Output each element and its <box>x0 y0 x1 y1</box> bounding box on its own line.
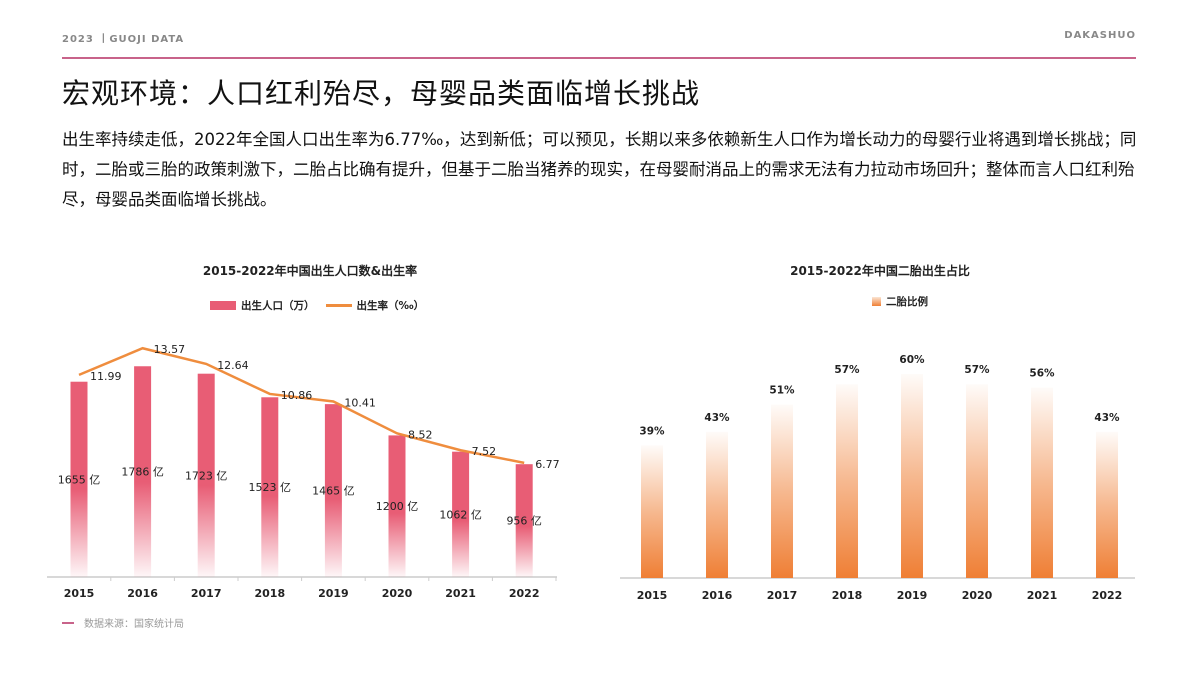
legend-label-births: 出生人口（万） <box>241 300 315 312</box>
bar-second-child <box>836 384 858 578</box>
bar-label: 1523 亿 <box>249 481 292 494</box>
x-tick-label: 2017 <box>767 589 798 602</box>
x-tick-label: 2021 <box>1027 589 1058 602</box>
source-note: 数据来源：国家统计局 <box>62 615 184 630</box>
bar-births <box>197 373 215 577</box>
bar-label: 56% <box>1029 368 1055 380</box>
x-tick-label: 2020 <box>382 587 413 600</box>
header-right: DAKASHUO <box>1064 30 1136 41</box>
x-tick-label: 2015 <box>64 587 95 600</box>
bar-births <box>261 397 279 577</box>
header-divider <box>62 57 1136 59</box>
bar-births <box>452 451 470 577</box>
bar-label: 1465 亿 <box>312 485 355 498</box>
bar-label: 57% <box>964 364 990 376</box>
chart-title-births: 2015-2022年中国出生人口数&出生率 <box>202 264 418 278</box>
source-marker <box>62 621 74 624</box>
legend-second-child: 二胎比例 <box>872 294 928 309</box>
bar-second-child <box>641 445 663 578</box>
x-tick-label: 2015 <box>637 589 668 602</box>
x-tick-label: 2021 <box>445 587 476 600</box>
x-tick-label: 2022 <box>1092 589 1123 602</box>
rate-label: 13.57 <box>154 343 186 356</box>
rate-label: 10.86 <box>281 389 313 402</box>
source-text: 数据来源：国家统计局 <box>84 619 184 630</box>
x-tick-label: 2019 <box>318 587 349 600</box>
rate-line <box>78 346 525 465</box>
bar-second-child <box>901 374 923 578</box>
x-tick-label: 2019 <box>897 589 928 602</box>
bar-label: 43% <box>1094 412 1120 424</box>
bar-second-child <box>966 384 988 578</box>
second-child-chart: 39% 2015 43% 2016 51% 2017 57% 2018 60% 2019 57% 20… <box>620 354 1135 602</box>
chart-title-second-child: 2015-2022年中国二胎出生占比 <box>790 264 970 278</box>
legend-swatch-line <box>325 304 352 307</box>
births-chart: 1655 亿 2015 1786 亿 2016 1723 亿 2017 1523 亿 2018… <box>47 343 560 600</box>
legend-swatch-orange <box>872 297 881 306</box>
x-tick-label: 2020 <box>962 589 993 602</box>
bar-label: 43% <box>704 412 730 424</box>
bar-label: 956 亿 <box>506 515 542 528</box>
bar-second-child <box>1031 387 1053 578</box>
x-tick-label: 2017 <box>191 587 222 600</box>
body-text: 出生率持续走低，2022年全国人口出生率为6.77‰，达到新低；可以预见，长期以… <box>62 130 1137 209</box>
rate-label: 6.77 <box>535 458 560 471</box>
rate-label: 10.41 <box>344 397 376 410</box>
legend-label-second-child: 二胎比例 <box>886 296 928 308</box>
header-left: 2023 丨GUOJI DATA <box>62 34 185 45</box>
bar-births <box>388 435 406 577</box>
bar-label: 60% <box>899 354 925 366</box>
legend-swatch-bar <box>210 301 236 310</box>
rate-label: 11.99 <box>90 370 122 383</box>
x-tick-label: 2022 <box>509 587 540 600</box>
bar-label: 1062 亿 <box>439 508 482 521</box>
bar-label: 1655 亿 <box>58 473 101 486</box>
bar-births <box>324 404 342 577</box>
rate-label: 7.52 <box>472 445 497 458</box>
bar-label: 1723 亿 <box>185 469 228 482</box>
bar-label: 57% <box>834 364 860 376</box>
bar-label: 1786 亿 <box>121 466 164 479</box>
rate-label: 12.64 <box>217 359 249 372</box>
x-tick-label: 2016 <box>127 587 158 600</box>
x-tick-label: 2016 <box>702 589 733 602</box>
x-tick-label: 2018 <box>832 589 863 602</box>
bar-label: 51% <box>769 385 795 397</box>
bar-label: 39% <box>639 425 665 437</box>
bar-second-child <box>1096 431 1118 578</box>
legend-label-rate: 出生率（‰） <box>356 300 425 312</box>
bar-births <box>515 464 533 577</box>
x-tick-label: 2018 <box>254 587 285 600</box>
bar-births <box>134 366 152 577</box>
bar-births <box>70 381 88 577</box>
bar-second-child <box>706 431 728 578</box>
page-title: 宏观环境：人口红利殆尽，母婴品类面临增长挑战 <box>62 77 701 110</box>
rate-label: 8.52 <box>408 428 433 441</box>
bar-label: 1200 亿 <box>376 500 419 513</box>
bar-second-child <box>771 404 793 578</box>
legend-births: 出生人口（万） 出生率（‰） <box>210 298 424 313</box>
